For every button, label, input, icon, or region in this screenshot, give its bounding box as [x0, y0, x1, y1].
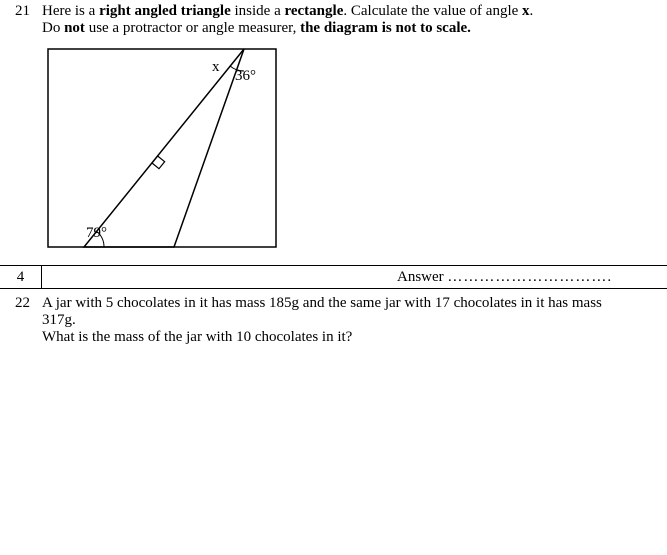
marks-value: 4: [0, 266, 42, 288]
answer-label: Answer: [397, 269, 444, 285]
answer-dots: ………………………….: [447, 269, 612, 285]
q22-line2: 317g.: [42, 312, 647, 329]
q21-t-p4: .: [530, 3, 534, 19]
diagram-label-79: 79°: [86, 225, 107, 241]
q21-l2-p2: use a protractor or angle measurer,: [85, 20, 300, 36]
q21-t-b2: rectangle: [284, 3, 343, 19]
q21-t-p1: Here is a: [42, 3, 99, 19]
question-number-22: 22: [0, 292, 42, 346]
q22-line1: A jar with 5 chocolates in it has mass 1…: [42, 295, 647, 312]
q21-l2-b1: not: [64, 20, 85, 36]
marks-answer-row: 4 Answer ………………………….: [0, 265, 667, 289]
q21-text-line1: Here is a right angled triangle inside a…: [42, 3, 647, 20]
diagram-svg: x 36° 79°: [44, 45, 280, 251]
question-number-21: 21: [0, 3, 42, 251]
q21-t-b3: x: [522, 3, 530, 19]
q21-text-line2: Do not use a protractor or angle measure…: [42, 20, 647, 37]
q21-t-b1: right angled triangle: [99, 3, 231, 19]
diagram-label-36: 36°: [235, 68, 256, 84]
triangle-diagram: x 36° 79°: [44, 45, 647, 251]
q21-l2-p1: Do: [42, 20, 64, 36]
q21-t-p2: inside a: [231, 3, 285, 19]
diagram-label-x: x: [212, 59, 220, 75]
q21-l2-b2: the diagram is not to scale.: [300, 20, 471, 36]
answer-area: Answer ………………………….: [42, 269, 667, 286]
q22-line3: What is the mass of the jar with 10 choc…: [42, 329, 647, 346]
q21-t-p3: . Calculate the value of angle: [343, 3, 522, 19]
